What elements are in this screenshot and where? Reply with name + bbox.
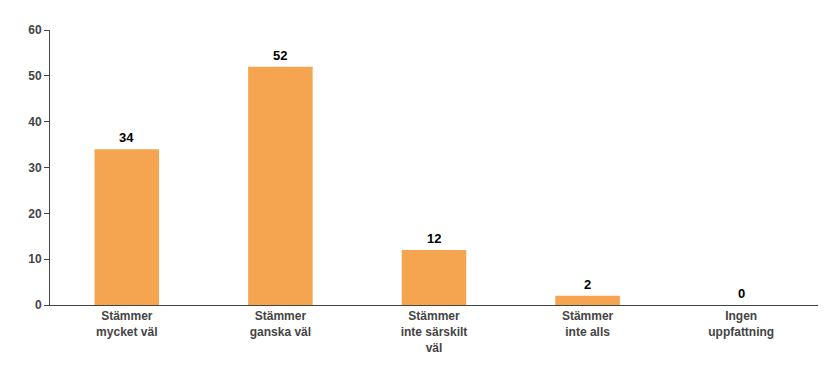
- svg-text:60: 60: [28, 23, 42, 37]
- svg-text:Stämmerganska väl: Stämmerganska väl: [250, 309, 311, 339]
- svg-text:0: 0: [35, 298, 42, 312]
- svg-text:Stämmerinte särskiltväl: Stämmerinte särskiltväl: [401, 309, 468, 354]
- svg-text:0: 0: [738, 286, 745, 301]
- svg-text:50: 50: [28, 69, 42, 83]
- svg-text:30: 30: [28, 161, 42, 175]
- svg-text:10: 10: [28, 252, 42, 266]
- svg-text:Stämmermycket väl: Stämmermycket väl: [96, 309, 157, 339]
- svg-text:Ingenuppfattning: Ingenuppfattning: [708, 309, 774, 339]
- svg-text:12: 12: [427, 231, 441, 246]
- svg-text:34: 34: [119, 130, 134, 145]
- svg-text:2: 2: [584, 277, 591, 292]
- svg-text:Stämmerinte alls: Stämmerinte alls: [562, 309, 614, 339]
- svg-text:52: 52: [273, 48, 287, 63]
- svg-text:20: 20: [28, 207, 42, 221]
- svg-text:40: 40: [28, 115, 42, 129]
